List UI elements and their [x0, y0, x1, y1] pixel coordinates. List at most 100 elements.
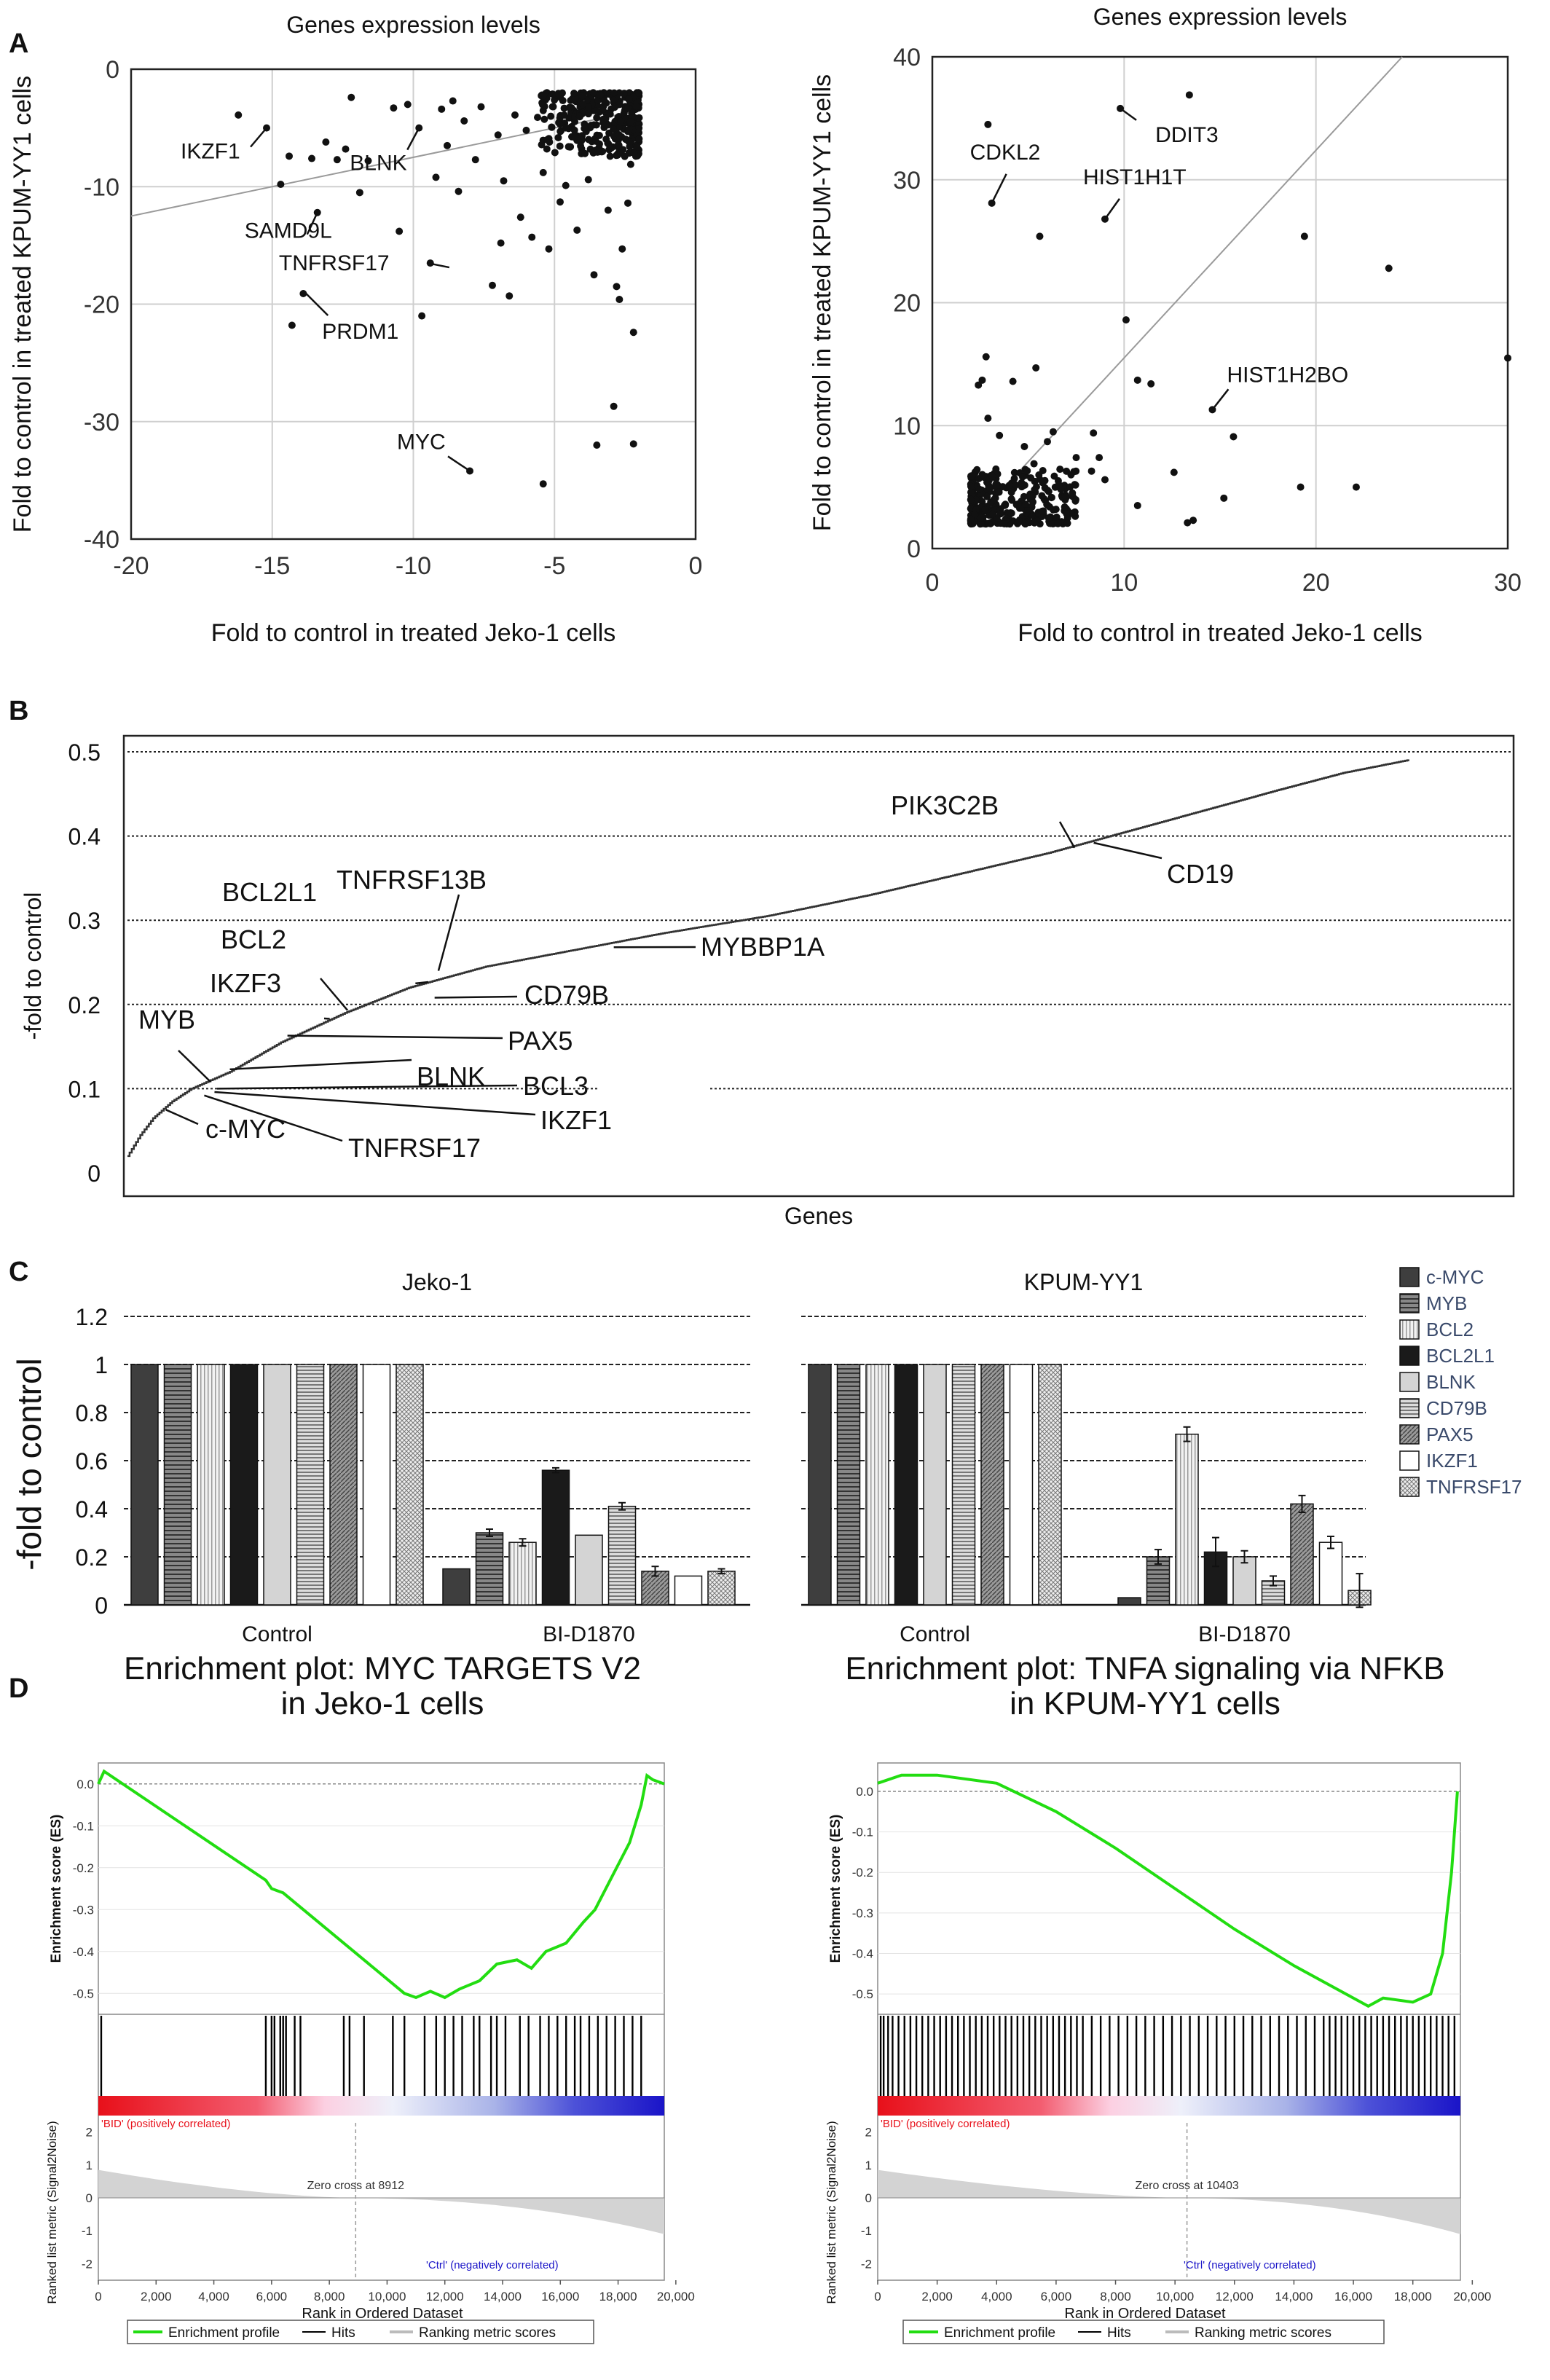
cluster-point — [1012, 481, 1020, 489]
cluster-point — [990, 496, 998, 504]
y-tick-label: 0 — [106, 56, 119, 84]
cluster-point — [585, 103, 593, 111]
bar — [674, 1575, 703, 1606]
data-point — [333, 156, 341, 164]
data-point — [534, 114, 541, 122]
cluster-point — [1069, 489, 1077, 497]
y-tick-label: 30 — [893, 167, 921, 195]
cluster-point — [607, 144, 615, 152]
legend-swatch — [1399, 1450, 1420, 1471]
bar — [396, 1364, 424, 1606]
cluster-point — [1026, 493, 1034, 501]
y-tick-label: 0.2 — [68, 992, 101, 1018]
cluster-point — [589, 89, 597, 97]
x-tick-label: 14,000 — [1275, 2290, 1313, 2304]
cluster-point — [978, 471, 986, 479]
y-tick-label: 10 — [893, 412, 921, 440]
bar — [575, 1534, 603, 1606]
bar — [1290, 1503, 1314, 1606]
bar — [296, 1364, 325, 1606]
cluster-point — [1063, 510, 1071, 518]
gene-annotation-label: CD79B — [524, 980, 609, 1010]
data-point — [556, 198, 564, 206]
point-label: PRDM1 — [322, 320, 398, 344]
legend-label: PAX5 — [1426, 1423, 1474, 1445]
cluster-point — [1007, 495, 1015, 503]
chart-title: KPUM-YY1 — [1024, 1269, 1144, 1295]
annotation-leader-line — [214, 1091, 536, 1116]
point-label: CDKL2 — [970, 141, 1041, 165]
label-leader-line — [306, 212, 318, 235]
bar — [229, 1364, 259, 1606]
cluster-point — [539, 101, 547, 109]
cluster-point — [538, 141, 546, 149]
legend-label: Enrichment profile — [944, 2325, 1055, 2341]
cluster-point — [610, 125, 618, 133]
category-label: Control — [242, 1622, 312, 1646]
bar — [707, 1571, 736, 1606]
cluster-point — [1066, 483, 1074, 491]
zero-cross-label: Zero cross at 10403 — [1135, 2180, 1238, 2192]
cluster-point — [1024, 506, 1032, 514]
cluster-point — [591, 107, 599, 115]
bar — [607, 1505, 637, 1606]
cluster-point — [584, 110, 592, 118]
y-axis-label: Fold to control in treated KPUM-YY1 cell… — [9, 76, 36, 533]
bar — [641, 1571, 669, 1606]
data-point — [1055, 481, 1063, 489]
cluster-point — [1022, 500, 1030, 508]
bar — [329, 1364, 358, 1606]
data-point — [460, 117, 468, 125]
y-axis-label: Fold to control in treated KPUM-YY1 cell… — [809, 74, 836, 531]
x-axis-label: Genes — [784, 1203, 853, 1229]
cluster-point — [1023, 467, 1031, 475]
x-tick-label: 14,000 — [484, 2290, 522, 2304]
label-leader-line — [991, 173, 1007, 204]
x-tick-label: 2,000 — [921, 2290, 953, 2304]
legend-label: TNFRSF17 — [1426, 1476, 1522, 1498]
gene-annotation-label: TNFRSF13B — [337, 865, 487, 895]
cluster-point — [988, 511, 996, 519]
gene-annotation-label: BCL2 — [221, 924, 286, 954]
data-point — [1147, 380, 1155, 388]
data-point — [593, 441, 601, 449]
gene-annotation-label: c-MYC — [205, 1114, 286, 1144]
x-tick-label: -20 — [113, 552, 149, 580]
cluster-point — [626, 118, 634, 126]
x-tick-label: 18,000 — [599, 2290, 637, 2304]
cluster-point — [635, 114, 643, 122]
data-point — [610, 402, 618, 410]
bar — [1318, 1541, 1343, 1606]
cluster-point — [1018, 479, 1026, 487]
label-leader-line — [1104, 198, 1121, 220]
y-tick-label: 0.6 — [76, 1448, 108, 1474]
x-tick-label: 6,000 — [1041, 2290, 1072, 2304]
cluster-point — [625, 95, 633, 103]
es-tick-label: -0.1 — [852, 1826, 873, 1839]
y-tick-label: 0.1 — [68, 1076, 101, 1102]
bar — [1117, 1597, 1141, 1606]
legend-swatch — [1399, 1398, 1420, 1418]
data-point — [984, 120, 992, 128]
x-tick-label: 12,000 — [1216, 2290, 1254, 2304]
data-point — [982, 353, 990, 361]
point-label: SAMD9L — [245, 219, 332, 243]
cluster-point — [543, 136, 551, 144]
data-point — [996, 431, 1004, 439]
legend-label: BCL2L1 — [1426, 1345, 1495, 1367]
legend-label: Ranking metric scores — [1195, 2325, 1331, 2341]
cluster-point — [1039, 507, 1047, 515]
cluster-point — [632, 103, 640, 111]
legend-swatch — [1399, 1424, 1420, 1445]
data-point — [1122, 316, 1130, 324]
metric-tick-label: -1 — [82, 2224, 93, 2238]
legend-label: Hits — [1107, 2325, 1131, 2341]
data-point — [1184, 519, 1192, 527]
cluster-point — [623, 104, 632, 112]
cluster-point — [556, 142, 564, 150]
cluster-point — [1063, 519, 1071, 527]
metric-tick-label: -1 — [861, 2224, 872, 2238]
enrichment-profile-line — [877, 1773, 1459, 2008]
cluster-point — [995, 488, 1003, 496]
